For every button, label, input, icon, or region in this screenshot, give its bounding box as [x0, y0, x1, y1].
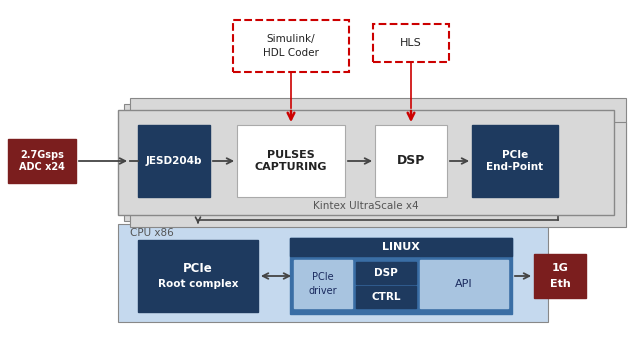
Bar: [118, 110, 614, 215]
Text: CTRL: CTRL: [371, 292, 401, 302]
Text: JESD204b: JESD204b: [146, 156, 202, 166]
Text: DSP: DSP: [374, 268, 398, 278]
Bar: [124, 104, 620, 209]
Bar: [373, 24, 449, 62]
Bar: [356, 262, 416, 284]
Bar: [472, 125, 558, 197]
Text: HLS: HLS: [400, 38, 422, 48]
Text: Root complex: Root complex: [158, 279, 238, 289]
Bar: [138, 240, 258, 312]
Bar: [124, 116, 620, 221]
Text: Simulink/: Simulink/: [266, 34, 315, 44]
Text: Eth: Eth: [550, 279, 570, 289]
Bar: [130, 122, 626, 227]
Text: PULSES: PULSES: [267, 150, 315, 160]
Bar: [294, 260, 352, 308]
Bar: [8, 139, 76, 183]
Bar: [130, 98, 626, 203]
Bar: [375, 125, 447, 197]
Text: driver: driver: [308, 286, 337, 296]
Text: 1G: 1G: [551, 263, 569, 273]
Text: End-Point: End-Point: [487, 162, 544, 172]
Bar: [237, 125, 345, 197]
Bar: [420, 260, 508, 308]
Text: CPU x86: CPU x86: [130, 228, 174, 238]
Text: PCIe: PCIe: [312, 272, 334, 282]
Bar: [118, 224, 548, 322]
Text: PCIe: PCIe: [502, 150, 528, 160]
Text: DSP: DSP: [397, 154, 425, 168]
Bar: [290, 238, 512, 256]
Text: LINUX: LINUX: [382, 242, 420, 252]
Text: HDL Coder: HDL Coder: [263, 48, 319, 58]
Text: 2.7Gsps: 2.7Gsps: [20, 150, 64, 160]
Text: CAPTURING: CAPTURING: [255, 162, 328, 172]
Text: PCIe: PCIe: [183, 261, 213, 274]
Text: Kintex UltraScale x4: Kintex UltraScale x4: [313, 201, 419, 211]
Bar: [534, 254, 586, 298]
Bar: [233, 20, 349, 72]
Bar: [290, 238, 512, 314]
Text: API: API: [455, 279, 473, 289]
Bar: [138, 125, 210, 197]
Text: ADC x24: ADC x24: [19, 162, 65, 172]
Bar: [356, 286, 416, 308]
